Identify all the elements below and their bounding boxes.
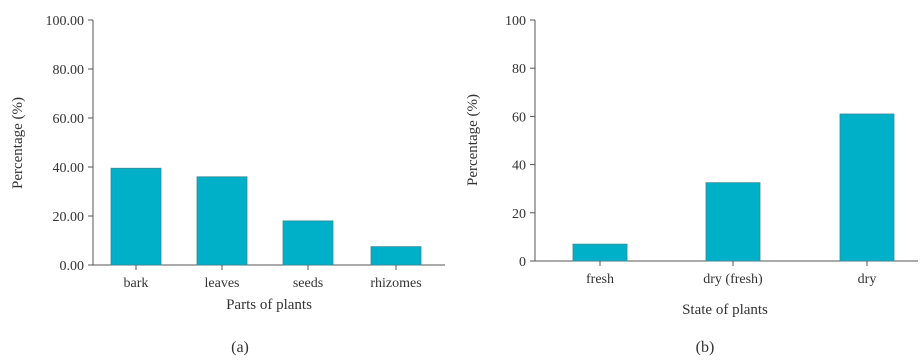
chart-b-bar-dry-fresh- bbox=[705, 182, 761, 262]
chart-a-x-tick-label: bark bbox=[124, 276, 149, 291]
chart-b-x-tick-labels: fresh dry (fresh) dry bbox=[586, 261, 876, 287]
chart-a-bar-rhizomes bbox=[370, 246, 422, 266]
chart-a-bar-leaves bbox=[196, 176, 248, 266]
chart-b-panel-label: (b) bbox=[696, 339, 715, 356]
chart-a-y-tick-label: 40.00 bbox=[53, 161, 85, 176]
chart-a-y-tick-label: 100.00 bbox=[46, 14, 85, 29]
chart-b-y-tick-label: 20 bbox=[512, 207, 526, 222]
chart-b-x-tick-label: dry (fresh) bbox=[703, 272, 763, 287]
chart-a-x-tick-label: seeds bbox=[293, 276, 323, 291]
chart-a-bar-bark bbox=[110, 167, 162, 266]
chart-a-bar-seeds bbox=[282, 220, 334, 266]
chart-a-y-tick-label: 20.00 bbox=[53, 210, 85, 225]
chart-b-y-tick-label: 60 bbox=[512, 110, 526, 125]
chart-b-y-tick-label: 40 bbox=[512, 159, 526, 174]
chart-b-y-tick-label: 80 bbox=[512, 62, 526, 77]
chart-b-bar-fresh bbox=[572, 243, 628, 262]
chart-b-x-tick-label: dry bbox=[858, 272, 877, 287]
chart-a-y-tick-label: 60.00 bbox=[53, 112, 85, 127]
chart-b-y-tick-label: 0 bbox=[519, 255, 526, 270]
chart-a-y-axis-label: Percentage (%) bbox=[10, 97, 26, 189]
chart-a-y-tick-label: 0.00 bbox=[60, 259, 85, 274]
chart-b-x-axis-label: State of plants bbox=[682, 302, 768, 318]
chart-b-x-tick-label: fresh bbox=[586, 272, 614, 287]
chart-a-x-tick-labels: bark leaves seeds rhizomes bbox=[124, 265, 422, 291]
chart-b-bar-dry bbox=[839, 113, 895, 262]
chart-a-bars bbox=[110, 167, 422, 266]
chart-a-y-ticks: 0.00 20.00 40.00 60.00 80.00 100.00 bbox=[46, 14, 93, 274]
chart-a-x-tick-label: leaves bbox=[205, 276, 240, 291]
chart-a-x-axis-label: Parts of plants bbox=[226, 297, 312, 313]
chart-a-panel-label: (a) bbox=[231, 339, 249, 356]
chart-b-y-ticks: 0 20 40 60 80 100 bbox=[505, 14, 535, 270]
chart-a: 0.00 20.00 40.00 60.00 80.00 100.00 bark leave… bbox=[10, 14, 445, 356]
chart-b-y-axis-label: Percentage (%) bbox=[465, 94, 481, 186]
chart-a-x-tick-label: rhizomes bbox=[370, 276, 421, 291]
chart-b: 0 20 40 60 80 100 fresh dry (fresh) dry State o… bbox=[465, 14, 918, 356]
chart-b-bars bbox=[572, 113, 895, 262]
chart-b-y-tick-label: 100 bbox=[505, 14, 526, 29]
chart-a-y-tick-label: 80.00 bbox=[53, 63, 85, 78]
